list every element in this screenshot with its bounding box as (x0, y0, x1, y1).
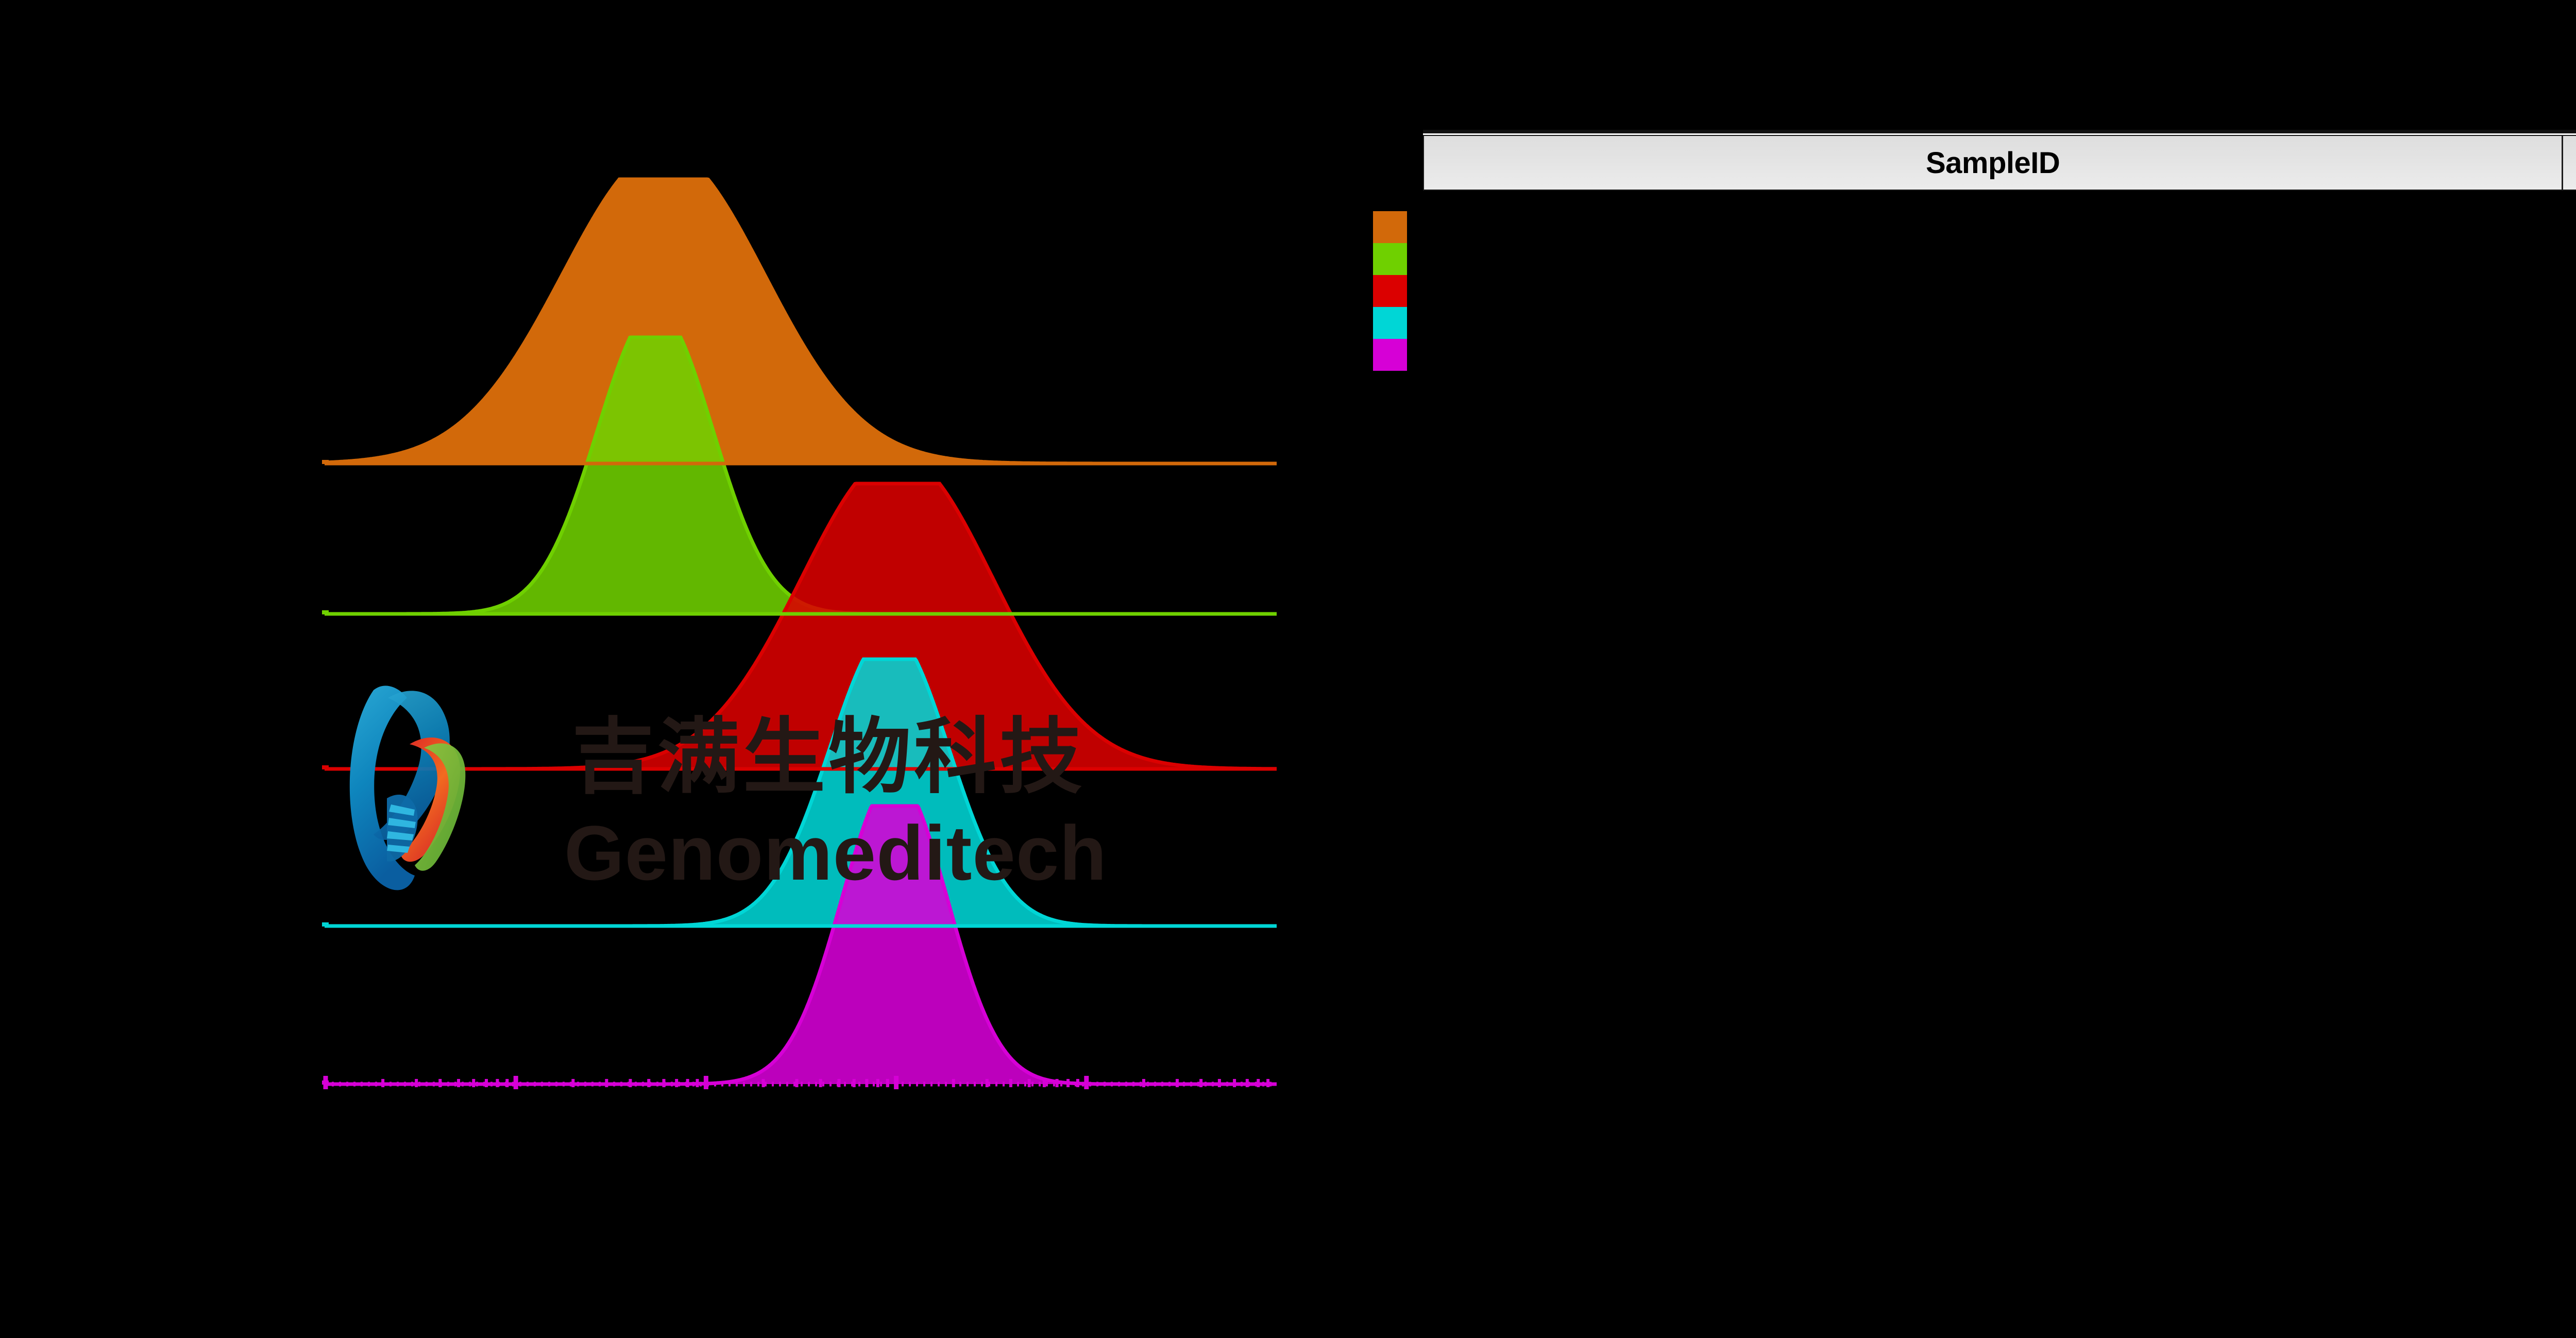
histogram-area-5 (326, 806, 1277, 1084)
series-legend (1373, 211, 1435, 489)
table-top-highlight (1423, 133, 2576, 135)
series-2-swatch[interactable] (1373, 243, 1407, 275)
column-header-sampleid[interactable]: SampleID (1424, 136, 2564, 190)
statistics-table: SampleID Geometric Mean : FL11-H (1423, 130, 2576, 191)
series-4-swatch[interactable] (1373, 307, 1407, 339)
histogram-area-1 (326, 179, 1277, 464)
series-5-swatch[interactable] (1373, 339, 1407, 371)
series-1-swatch[interactable] (1373, 211, 1407, 243)
histogram-area-3 (326, 484, 1277, 769)
x-axis-log-ticks (323, 1076, 1270, 1089)
column-header-geometric-mean[interactable]: Geometric Mean : FL11-H (2563, 136, 2576, 190)
series-3-swatch[interactable] (1373, 275, 1407, 307)
histogram-area-2 (326, 337, 1277, 614)
histogram-plot-panel: 吉满生物科技 Genomeditech (322, 177, 1277, 1089)
histogram-area-4 (326, 659, 1277, 926)
table-header-row: SampleID Geometric Mean : FL11-H (1423, 135, 2576, 191)
table-top-border (1423, 130, 2576, 133)
histogram-svg (322, 177, 1277, 1089)
